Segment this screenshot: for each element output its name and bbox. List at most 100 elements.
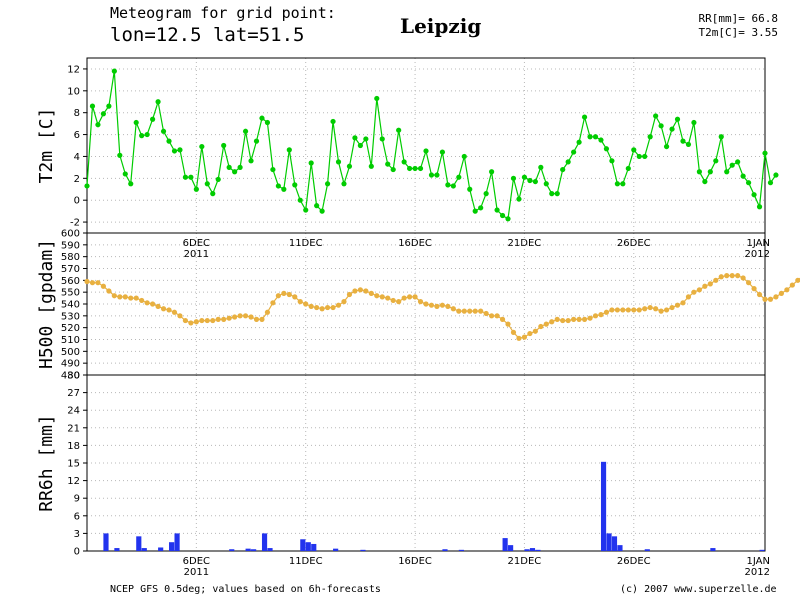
data-point-t2m <box>527 177 533 184</box>
data-point-h500 <box>784 287 790 293</box>
data-point-h500 <box>795 277 800 283</box>
data-point-t2m <box>133 119 139 126</box>
y-tick-label: 500 <box>61 347 80 358</box>
data-point-h500 <box>106 288 112 294</box>
data-point-t2m <box>199 143 205 150</box>
data-point-t2m <box>620 181 626 187</box>
data-point-t2m <box>417 165 424 172</box>
precip-bar <box>174 533 180 551</box>
data-point-t2m <box>762 150 768 156</box>
series-line-h500 <box>86 275 800 339</box>
data-point-h500 <box>625 307 631 313</box>
data-point-t2m <box>663 143 670 150</box>
y-tick-label: 2 <box>74 174 80 185</box>
data-point-h500 <box>133 295 139 301</box>
data-point-h500 <box>171 309 178 315</box>
data-point-t2m <box>773 172 779 178</box>
data-point-t2m <box>631 147 637 153</box>
data-point-h500 <box>417 299 424 305</box>
data-point-h500 <box>401 295 407 301</box>
data-point-h500 <box>199 317 205 324</box>
y-axis-label: H500 [gpdam] <box>36 239 57 369</box>
data-point-t2m <box>456 174 462 180</box>
y-tick-label: 8 <box>74 108 80 119</box>
data-point-h500 <box>581 316 588 322</box>
data-point-h500 <box>647 304 653 311</box>
data-point-h500 <box>259 316 265 322</box>
data-point-h500 <box>456 308 462 314</box>
data-point-t2m <box>735 159 741 165</box>
data-point-t2m <box>450 183 456 189</box>
data-point-t2m <box>478 205 484 211</box>
data-point-h500 <box>527 330 533 337</box>
data-point-t2m <box>95 122 101 128</box>
y-tick-label: 24 <box>67 406 80 417</box>
x-tick-year-label: 2012 <box>745 567 770 578</box>
precip-bar <box>524 549 530 551</box>
data-point-h500 <box>95 280 101 286</box>
precip-bar <box>502 538 508 551</box>
data-point-t2m <box>139 133 145 139</box>
data-point-h500 <box>631 307 637 313</box>
y-tick-label: 560 <box>61 276 80 287</box>
data-point-t2m <box>565 159 571 165</box>
data-point-h500 <box>215 316 221 322</box>
data-point-h500 <box>538 323 544 330</box>
y-tick-label: 590 <box>61 240 80 251</box>
data-point-t2m <box>647 134 653 140</box>
data-point-t2m <box>696 169 702 175</box>
precip-bar <box>229 549 235 551</box>
data-point-h500 <box>160 306 167 312</box>
data-point-t2m <box>275 183 281 189</box>
data-point-h500 <box>166 307 172 313</box>
y-tick-label: 530 <box>61 311 80 322</box>
data-point-t2m <box>193 186 199 192</box>
data-point-t2m <box>150 116 156 122</box>
data-point-t2m <box>521 174 528 180</box>
data-point-h500 <box>680 300 686 306</box>
data-point-h500 <box>122 294 128 300</box>
data-point-h500 <box>341 299 347 305</box>
data-point-h500 <box>450 306 456 312</box>
precip-bar <box>311 543 317 551</box>
data-point-t2m <box>346 163 353 169</box>
data-point-h500 <box>182 317 189 324</box>
data-point-t2m <box>100 111 107 117</box>
data-point-t2m <box>702 178 708 185</box>
y-tick-label: -2 <box>70 218 80 229</box>
precip-bar <box>600 461 607 551</box>
precip-bar <box>606 533 612 551</box>
data-point-t2m <box>330 118 336 125</box>
precip-bar <box>360 549 366 551</box>
grid-point-coordinates: lon=12.5 lat=51.5 <box>110 24 305 46</box>
data-point-t2m <box>483 191 489 197</box>
data-point-t2m <box>510 175 517 181</box>
data-point-h500 <box>303 301 309 307</box>
data-point-t2m <box>357 142 363 149</box>
data-point-h500 <box>297 299 303 305</box>
data-point-h500 <box>510 329 517 335</box>
y-tick-label: 480 <box>61 371 80 382</box>
data-point-t2m <box>303 207 309 213</box>
data-point-t2m <box>308 160 314 166</box>
data-point-h500 <box>177 313 183 319</box>
data-point-h500 <box>406 294 413 300</box>
data-point-t2m <box>685 141 692 148</box>
data-point-t2m <box>242 128 249 134</box>
data-point-h500 <box>286 291 292 298</box>
data-point-t2m <box>571 149 577 155</box>
y-tick-label: 27 <box>67 388 80 399</box>
data-point-t2m <box>204 181 210 187</box>
y-tick-label: 490 <box>61 359 80 370</box>
data-point-t2m <box>642 153 648 160</box>
data-point-t2m <box>335 159 342 165</box>
data-point-t2m <box>461 153 467 160</box>
data-point-t2m <box>729 162 735 168</box>
data-point-h500 <box>499 316 506 322</box>
data-point-t2m <box>286 147 292 153</box>
data-point-h500 <box>128 295 134 301</box>
precip-bar <box>267 548 273 551</box>
data-point-h500 <box>467 308 473 314</box>
data-point-t2m <box>439 149 446 155</box>
data-point-h500 <box>532 328 538 334</box>
